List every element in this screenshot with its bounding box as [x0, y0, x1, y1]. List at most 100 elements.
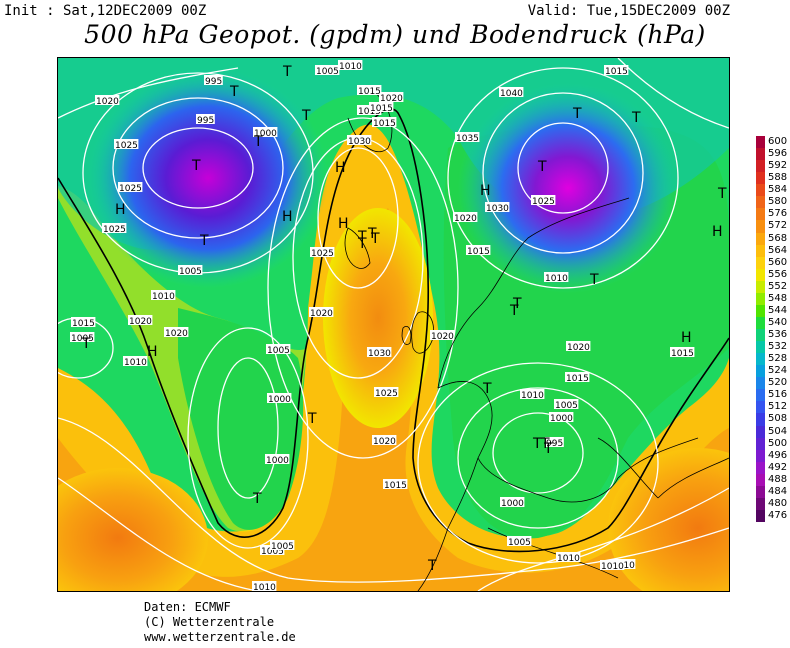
- pressure-label-text: 1010: [601, 562, 624, 572]
- legend-swatch: [756, 449, 765, 462]
- pressure-label: 1020: [309, 307, 334, 319]
- pressure-label: 1015: [357, 85, 382, 97]
- legend-tick-label: 512: [768, 401, 788, 413]
- pressure-label-text: 1000: [254, 129, 277, 139]
- legend-tick-label: 480: [768, 497, 788, 509]
- pressure-label-text: 1025: [103, 225, 126, 235]
- legend-swatch: [756, 353, 765, 366]
- pressure-label-bg: [71, 317, 96, 327]
- pressure-label-bg: [430, 330, 455, 340]
- legend-swatch: [756, 473, 765, 486]
- legend-tick-label: 520: [768, 377, 788, 389]
- pressure-label-text: 1025: [115, 141, 138, 151]
- pressure-label-bg: [367, 347, 392, 357]
- pressure-label-bg: [531, 195, 556, 205]
- pressure-label: 1010: [520, 389, 545, 401]
- pressure-label-bg: [315, 65, 340, 75]
- legend-swatch: [756, 292, 765, 305]
- legend-tick-label: 524: [768, 365, 788, 377]
- legend-swatch: [756, 304, 765, 317]
- pressure-label: 1020: [128, 315, 153, 327]
- pressure-label: 1000: [265, 454, 290, 466]
- legend-swatch: [756, 485, 765, 498]
- pressure-label-text: 1015: [370, 104, 393, 114]
- pressure-label-bg: [70, 332, 95, 342]
- credit-url[interactable]: www.wetterzentrale.de: [144, 630, 296, 644]
- pressure-label: 1025: [118, 182, 143, 194]
- pressure-label-bg: [266, 344, 291, 354]
- legend-swatch: [756, 316, 765, 329]
- pressure-label: 1010: [338, 60, 363, 72]
- legend-tick-label: 536: [768, 329, 788, 341]
- legend-swatch: [756, 136, 765, 149]
- low-pressure-symbol: T: [572, 106, 582, 122]
- pressure-label-bg: [485, 202, 510, 212]
- low-pressure-symbol: T: [307, 411, 317, 427]
- pressure-label-bg: [374, 387, 399, 397]
- pressure-label-bg: [600, 560, 625, 570]
- low-pressure-symbol: T: [537, 159, 547, 175]
- low-pressure-symbol: T: [540, 436, 550, 452]
- pressure-label-text: 1025: [119, 184, 142, 194]
- pressure-label-bg: [372, 435, 397, 445]
- pressure-label: 1025: [374, 387, 399, 399]
- legend-tick-label: 528: [768, 353, 788, 365]
- legend-tick-label: 484: [768, 485, 788, 497]
- legend-tick-label: 492: [768, 461, 788, 473]
- pressure-label-text: 1015: [358, 87, 381, 97]
- pressure-label-bg: [565, 372, 590, 382]
- legend-tick-label: 508: [768, 413, 788, 425]
- pressure-label-bg: [500, 497, 525, 507]
- legend-tick-label: 488: [768, 473, 788, 485]
- pressure-label-text: 1010: [521, 391, 544, 401]
- low-pressure-symbol: T: [509, 303, 519, 319]
- map-canvas: 995 1005 1010 995 1000 1015 1020 1015 1030 1015 10…: [58, 58, 729, 591]
- legend-tick-label: 500: [768, 437, 788, 449]
- pressure-label-bg: [545, 437, 564, 447]
- pressure-label: 1015: [466, 245, 491, 257]
- low-pressure-symbol: T: [357, 236, 367, 252]
- pressure-label-bg: [670, 347, 695, 357]
- legend-tick-label: 588: [768, 172, 788, 184]
- high-pressure-symbol: H: [282, 209, 293, 225]
- pressure-label-bg: [566, 341, 591, 351]
- low-pressure-symbol: T: [367, 226, 377, 242]
- credit-copyright: (C) Wetterzentrale: [144, 615, 275, 629]
- pressure-label-text: 1010: [124, 358, 147, 368]
- pressure-label-text: 995: [197, 116, 214, 126]
- pressure-label-text: 1010: [339, 62, 362, 72]
- pressure-label-text: 1015: [605, 67, 628, 77]
- legend-swatch: [756, 244, 765, 257]
- legend-swatch: [756, 365, 765, 378]
- legend-tick-label: 556: [768, 268, 788, 280]
- pressure-label-bg: [310, 247, 335, 257]
- pressure-label-bg: [252, 581, 277, 591]
- pressure-label: 1005: [270, 540, 295, 552]
- pressure-label-bg: [196, 114, 215, 124]
- pressure-label-text: 1015: [373, 119, 396, 129]
- pressure-label: 1020: [372, 435, 397, 447]
- pressure-label-bg: [549, 412, 574, 422]
- pressure-label-bg: [164, 327, 189, 337]
- pressure-label-text: 1030: [368, 349, 391, 359]
- low-pressure-symbol: T: [512, 296, 522, 312]
- legend-swatch: [756, 256, 765, 269]
- low-pressure-symbol: T: [301, 108, 311, 124]
- pressure-label-layer: 995 1005 1010 995 1000 1015 1020 1015 1030 1015 10…: [70, 60, 695, 591]
- legend-swatch: [756, 329, 765, 342]
- pressure-label: 995: [545, 437, 564, 449]
- low-pressure-symbol: T: [81, 336, 91, 352]
- pressure-label: 1015: [565, 372, 590, 384]
- low-pressure-symbol: T: [253, 134, 263, 150]
- legend-swatch: [756, 401, 765, 414]
- pressure-label-bg: [554, 399, 579, 409]
- legend-swatch: [756, 461, 765, 474]
- chart-title: 500 hPa Geopot. (gpdm) und Bodendruck (h…: [84, 20, 706, 49]
- pressure-label: 1005: [266, 344, 291, 356]
- pressure-label: 1025: [114, 139, 139, 151]
- pressure-label: 995: [204, 75, 223, 87]
- pressure-label: 1010: [123, 356, 148, 368]
- pressure-label-text: 1000: [266, 456, 289, 466]
- high-pressure-symbol: H: [681, 330, 692, 346]
